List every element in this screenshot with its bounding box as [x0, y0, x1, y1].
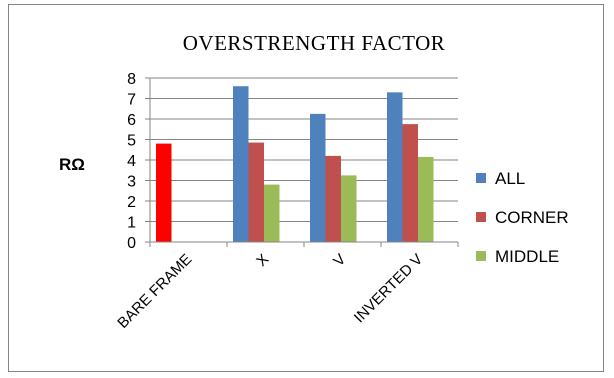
- y-tick-label: 1: [127, 215, 136, 232]
- category-label: V: [330, 251, 349, 270]
- category-label: BARE FRAME: [114, 251, 195, 332]
- bar-corner-v: [325, 155, 341, 242]
- bar-all-inverted-v: [387, 92, 403, 242]
- y-tick-label: 0: [127, 235, 136, 252]
- legend-label-middle: MIDDLE: [495, 247, 559, 266]
- bars: [156, 86, 434, 242]
- y-tick-labels: 0 1 2 3 4 5 6 7 8: [127, 71, 136, 252]
- y-tick-label: 2: [127, 194, 136, 211]
- legend: ALL CORNER MIDDLE: [476, 169, 569, 266]
- chart-frame: [8, 4, 604, 372]
- legend-swatch-all: [476, 173, 486, 183]
- y-tick-label: 4: [127, 153, 136, 170]
- bar-all-x: [233, 86, 249, 242]
- legend-label-corner: CORNER: [495, 208, 569, 227]
- legend-swatch-middle: [476, 251, 486, 261]
- legend-label-all: ALL: [495, 169, 525, 188]
- legend-swatch-corner: [476, 212, 486, 222]
- bar-all-v: [310, 113, 326, 242]
- y-tick-label: 3: [127, 174, 136, 191]
- bar-middle-x: [264, 184, 280, 242]
- bar-middle-inverted-v: [418, 156, 434, 242]
- y-tick-label: 6: [127, 112, 136, 129]
- category-label: X: [253, 251, 272, 270]
- category-labels: BARE FRAME X V INVERTED V: [114, 251, 426, 332]
- bar-corner-x: [248, 142, 264, 242]
- bar-bare-frame: [156, 143, 172, 242]
- bar-middle-v: [341, 175, 357, 242]
- category-label: INVERTED V: [351, 251, 426, 326]
- axes: [149, 78, 459, 247]
- y-tick-label: 5: [127, 133, 136, 150]
- y-axis-label: RΩ: [59, 155, 85, 174]
- y-tick-label: 7: [127, 92, 136, 109]
- chart-title: OVERSTRENGTH FACTOR: [183, 31, 446, 55]
- y-tick-label: 8: [127, 71, 136, 88]
- bar-corner-inverted-v: [402, 124, 418, 242]
